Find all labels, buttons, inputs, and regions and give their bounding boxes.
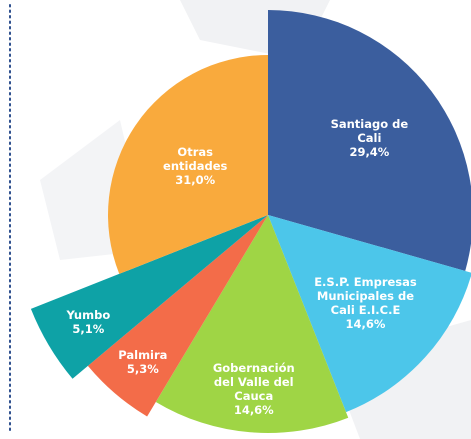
slice-label: E.S.P. Empresas Municipales de Cali E.I.…: [305, 275, 425, 331]
slice-label: Yumbo 5,1%: [38, 308, 138, 336]
slice-name: E.S.P. Empresas Municipales de Cali E.I.…: [314, 275, 417, 318]
slice-name: Yumbo: [66, 308, 111, 322]
slice-label: Palmira 5,3%: [93, 348, 193, 376]
slice-label: Gobernación del Valle del Cauca 14,6%: [204, 361, 304, 417]
slice-name: Otras entidades: [163, 144, 228, 173]
pie-slice: [107, 55, 268, 274]
pie-slice: [268, 10, 471, 271]
slices: [30, 10, 471, 433]
slice-name: Palmira: [118, 347, 168, 362]
pie-slice: [87, 215, 268, 417]
slice-value: 31,0%: [175, 172, 216, 187]
slice-name: Gobernación del Valle del Cauca: [212, 360, 295, 403]
slice-value: 5,1%: [72, 322, 105, 336]
slice-label: Otras entidades 31,0%: [145, 145, 245, 187]
pie-slice: [268, 215, 471, 413]
slice-value: 29,4%: [349, 145, 390, 160]
slice-label: Santiago de Cali 29,4%: [319, 117, 419, 159]
slice-value: 14,6%: [233, 402, 274, 417]
slice-value: 14,6%: [345, 317, 386, 332]
pie-slice: [155, 215, 349, 433]
pie-slice: [30, 215, 268, 379]
slice-name: Santiago de Cali: [330, 117, 409, 146]
slice-value: 5,3%: [126, 361, 159, 376]
